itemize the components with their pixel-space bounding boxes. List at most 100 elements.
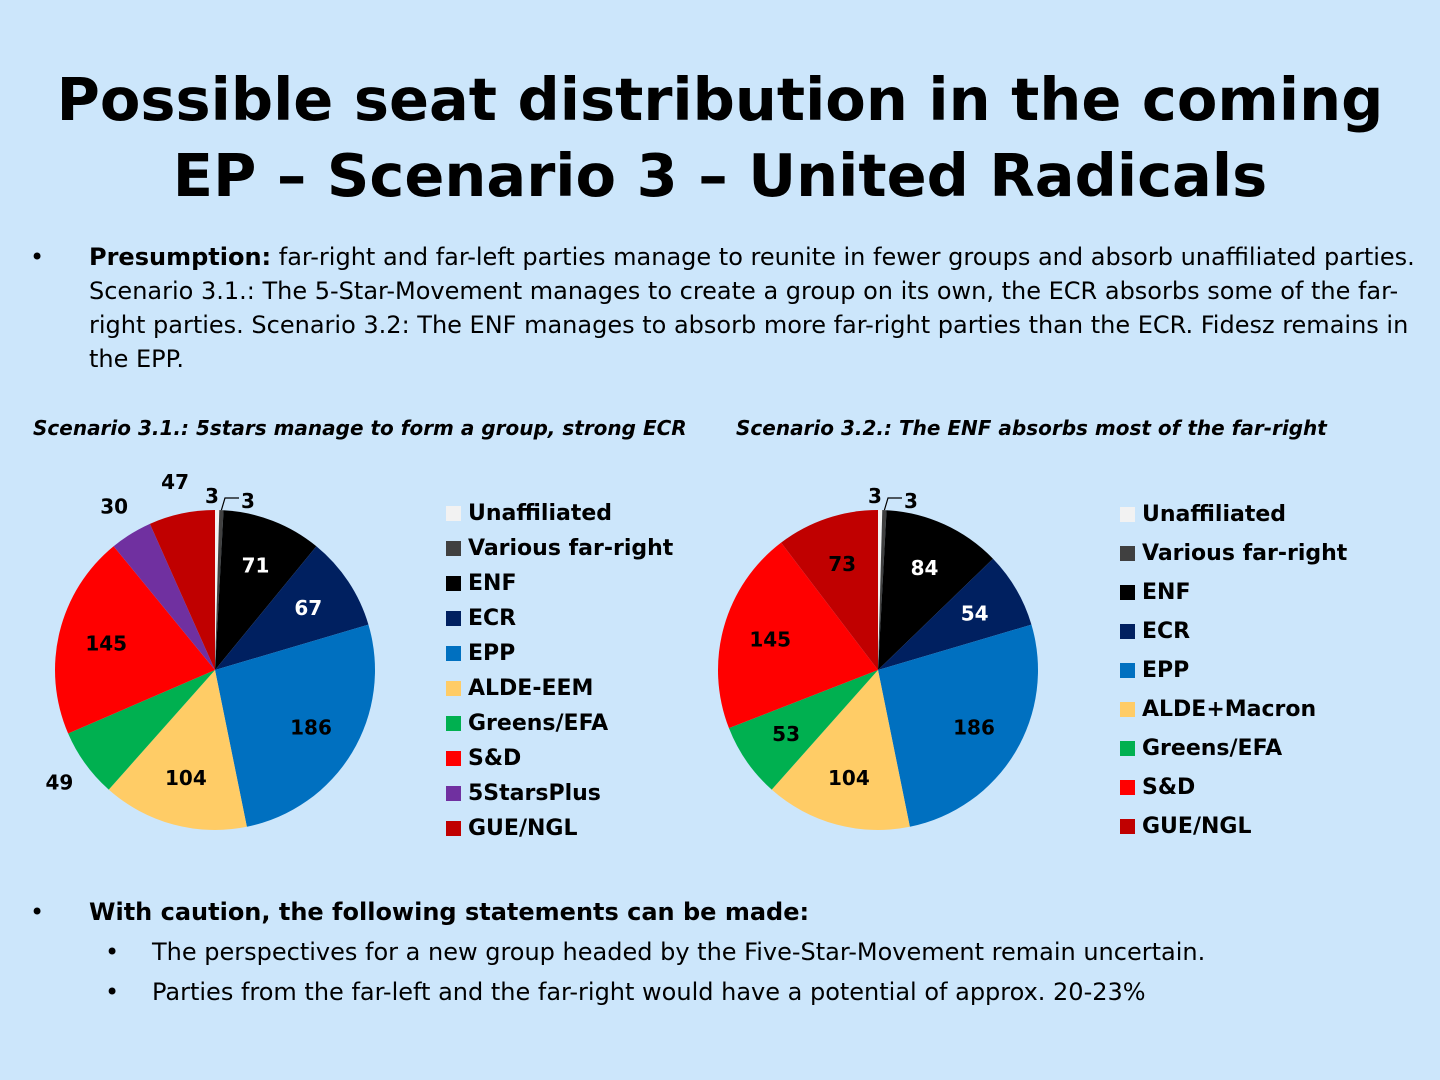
slide-title-line-2: EP – Scenario 3 – United Radicals (172, 141, 1268, 210)
legend-item-ecr: ECR (446, 605, 673, 640)
legend-swatch (1120, 819, 1135, 834)
pie-chart-scenario-3-2: 3 3 84 54 186 104 53 145 73 (717, 484, 1039, 830)
pie-slice-alde-macron (771, 670, 910, 830)
data-label-alde-macron: 104 (828, 766, 870, 790)
bullet-marker: • (30, 898, 45, 926)
legend-item-ecr: ECR (1120, 618, 1347, 657)
legend-label: GUE/NGL (1142, 814, 1252, 839)
legend-swatch (1120, 663, 1135, 678)
legend-label: EPP (1142, 658, 1190, 683)
data-label-enf: 71 (242, 554, 270, 578)
chart-2-title: Scenario 3.2.: The ENF absorbs most of t… (736, 416, 1327, 440)
legend-item-s-d: S&D (446, 745, 673, 780)
legend-label: ALDE-EEM (468, 676, 594, 701)
data-label-gue-ngl: 73 (828, 552, 856, 576)
data-label-ecr: 54 (961, 602, 989, 626)
data-label-unaffiliated: 3 (205, 484, 219, 508)
legend-swatch (446, 821, 461, 836)
legend-item-gue-ngl: GUE/NGL (446, 815, 673, 850)
legend-swatch (1120, 780, 1135, 795)
legend-label: ECR (468, 606, 517, 631)
conclusion-heading-row: • With caution, the following statements… (30, 895, 1410, 935)
leader-line (220, 497, 239, 511)
data-label-5starsplus: 30 (100, 495, 128, 519)
presumption-label: Presumption: (89, 243, 272, 271)
conclusion-item-text: Parties from the far-left and the far-ri… (152, 978, 1146, 1006)
legend-label: ENF (468, 571, 517, 596)
data-label-unaffiliated: 3 (868, 484, 882, 508)
pie-slice-ecr (215, 546, 369, 670)
legend-swatch (446, 751, 461, 766)
bullet-marker: • (30, 243, 45, 271)
pie-slice-5starsplus (113, 523, 215, 670)
legend-item-various-far-right: Various far-right (1120, 540, 1347, 579)
pie-slice-alde-eem (108, 670, 247, 830)
presumption-text: Presumption: far-right and far-left part… (89, 240, 1425, 376)
pie-slice-various-far-right (878, 510, 887, 670)
data-label-epp: 186 (953, 716, 995, 740)
slide-title: Possible seat distribution in the coming… (0, 62, 1440, 214)
pie-slice-enf (878, 510, 994, 670)
legend-label: ALDE+Macron (1142, 697, 1317, 722)
legend-swatch (446, 506, 461, 521)
legend-item-epp: EPP (446, 640, 673, 675)
legend-label: Various far-right (468, 536, 674, 561)
data-label-ecr: 67 (294, 596, 322, 620)
legend-item-alde-eem: ALDE-EEM (446, 675, 673, 710)
data-label-alde-eem: 104 (165, 766, 207, 790)
data-label-enf: 84 (911, 556, 939, 580)
conclusion-heading: With caution, the following statements c… (89, 898, 810, 926)
legend-swatch (446, 576, 461, 591)
data-label-various-far-right: 3 (904, 489, 918, 513)
legend-label: ENF (1142, 580, 1191, 605)
pie-slice-s-d (55, 546, 215, 734)
conclusion-item: • Parties from the far-left and the far-… (30, 975, 1410, 1015)
legend-item-greens-efa: Greens/EFA (1120, 735, 1347, 774)
legend-label: 5StarsPlus (468, 781, 601, 806)
presumption-body: far-right and far-left parties manage to… (89, 243, 1415, 373)
legend-item-epp: EPP (1120, 657, 1347, 696)
pie-slice-various-far-right (215, 510, 224, 670)
chart-2-legend: Unaffiliated Various far-right ENF ECR EPP AL… (1120, 501, 1347, 852)
pie-chart-scenario-3-1: 3 3 71 67 186 104 49 145 30 47 (45, 470, 376, 830)
pie-slice-unaffiliated (215, 510, 220, 670)
conclusion-item: • The perspectives for a new group heade… (30, 935, 1410, 975)
slide-title-line-1: Possible seat distribution in the coming (56, 65, 1384, 134)
legend-label: EPP (468, 641, 516, 666)
legend-label: ECR (1142, 619, 1191, 644)
legend-item-greens-efa: Greens/EFA (446, 710, 673, 745)
legend-label: Unaffiliated (1142, 502, 1287, 527)
bullet-marker: • (105, 938, 120, 966)
pie-slice-gue-ngl (149, 510, 215, 670)
legend-swatch (1120, 507, 1135, 522)
data-label-s-d: 145 (749, 628, 791, 652)
legend-label: S&D (1142, 775, 1196, 800)
pie-slice-unaffiliated (878, 510, 883, 670)
pie-slice-greens-efa (68, 670, 216, 790)
chart-1-legend: Unaffiliated Various far-right ENF ECR EPP AL… (446, 500, 673, 850)
legend-swatch (446, 646, 461, 661)
conclusion-item-text: The perspectives for a new group headed … (152, 938, 1206, 966)
pie-slice-ecr (878, 558, 1032, 670)
data-label-epp: 186 (290, 716, 332, 740)
pie-slice-epp (215, 624, 376, 827)
legend-swatch (1120, 546, 1135, 561)
legend-label: S&D (468, 746, 522, 771)
data-label-gue-ngl: 47 (161, 470, 189, 494)
legend-item-enf: ENF (1120, 579, 1347, 618)
pie-slice-enf (215, 510, 317, 670)
leader-line (883, 497, 902, 511)
data-label-various-far-right: 3 (241, 489, 255, 513)
pie-slice-s-d (717, 542, 878, 729)
conclusions: • With caution, the following statements… (30, 895, 1410, 1015)
pie-slice-epp (878, 624, 1039, 827)
legend-label: Various far-right (1142, 541, 1348, 566)
legend-label: Greens/EFA (1142, 736, 1283, 761)
legend-swatch (446, 541, 461, 556)
data-label-greens-efa: 49 (45, 771, 73, 795)
legend-item-unaffiliated: Unaffiliated (446, 500, 673, 535)
data-label-s-d: 145 (85, 632, 127, 656)
pie-slice-greens-efa (728, 670, 878, 790)
legend-swatch (1120, 585, 1135, 600)
legend-item-5starsplus: 5StarsPlus (446, 780, 673, 815)
